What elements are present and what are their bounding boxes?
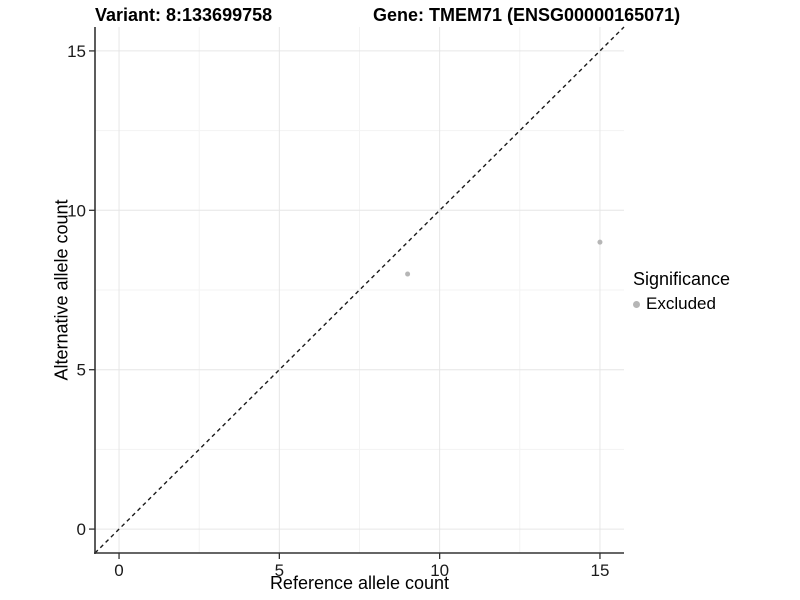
data-point [405, 271, 411, 277]
legend-title: Significance [633, 269, 731, 289]
title-variant: Variant: 8:133699758 [95, 5, 273, 25]
y-tick-label: 10 [67, 201, 86, 220]
legend-point-icon [633, 300, 640, 308]
title-gene: Gene: TMEM71 (ENSG00000165071) [373, 5, 681, 25]
y-axis-label: Alternative allele count [51, 199, 72, 381]
x-tick-label: 0 [114, 561, 123, 580]
legend-item-excluded: Excluded [633, 294, 730, 314]
legend: Significance Excluded [633, 269, 730, 314]
data-point [597, 239, 603, 245]
legend-item-label: Excluded [646, 294, 716, 313]
y-tick-label: 0 [77, 520, 86, 539]
y-tick-label: 15 [67, 42, 86, 61]
x-tick-label: 10 [430, 561, 449, 580]
y-tick-label: 5 [77, 361, 86, 380]
x-axis-label: Reference allele count [269, 573, 450, 593]
x-tick-label: 15 [590, 561, 609, 580]
x-tick-label: 5 [275, 561, 284, 580]
